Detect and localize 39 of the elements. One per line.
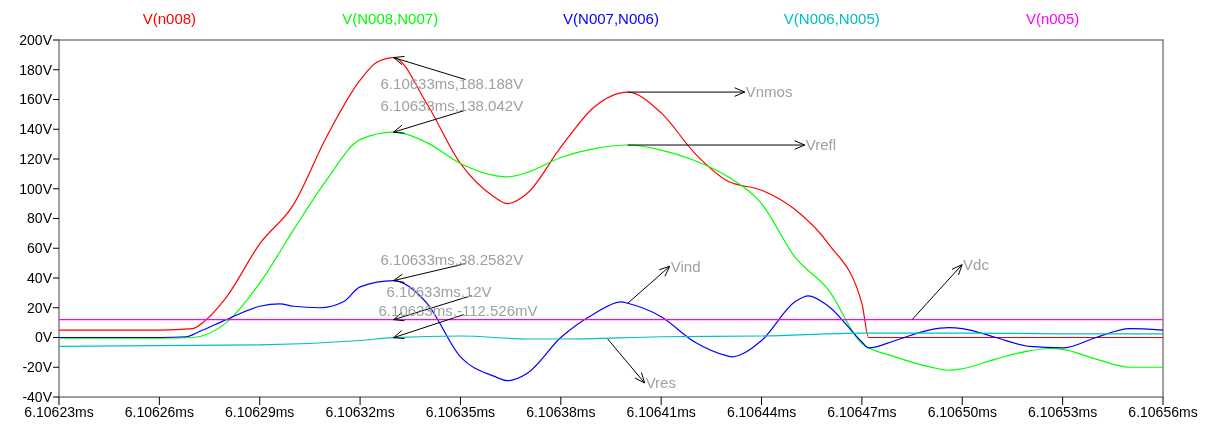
text: V(N006,N005) [783,10,880,27]
y-tick-label: 80V [27,210,53,227]
x-tick-label: 6.10638ms [526,404,596,420]
x-tick-label: 6.10644ms [726,404,797,420]
y-tick-label: 60V [27,240,53,257]
annotation: Vdc [963,255,990,273]
line-series [59,131,1163,371]
x-tick-label: 6.10641ms [626,404,696,420]
y-tick-label: 140V [19,121,53,138]
annotation: Vrefl [805,136,837,154]
annotation: Vres [645,374,676,392]
line-series [59,56,1163,339]
y-tick-label: 0V [34,329,53,346]
x-tick-label: 6.10629ms [225,404,295,420]
text: V(n008) [142,10,197,27]
x-tick-label: 6.10623ms [24,404,94,420]
x-tick-label: 6.10647ms [827,404,897,420]
y-tick-label: 120V [19,150,53,167]
text: V(n005) [1025,10,1080,27]
x-tick-label: 6.10632ms [325,404,395,420]
y-tick-label: 200V [19,31,53,48]
y-tick-label: -20V [22,359,53,376]
annotation: Vnmos [745,83,793,101]
x-tick-label: 6.10656ms [1128,404,1198,420]
x-tick-label: 6.10650ms [927,404,997,420]
annotation: Vind [670,257,701,275]
y-tick-label: 180V [19,61,53,78]
text: V(N007,N006) [563,10,659,27]
y-tick-label: 20V [27,299,53,316]
x-tick-label: 6.10626ms [124,404,194,420]
annotation: 6.10633ms,38.2582V [380,250,524,268]
y-tick-label: 160V [19,91,53,108]
y-tick-label: 100V [19,180,53,197]
x-tick-label: 6.10653ms [1028,404,1098,420]
x-tick-label: 6.10635ms [425,404,496,420]
text: V(N008,N007) [342,10,439,27]
line-series [59,332,1163,348]
y-tick-label: -40V [22,388,53,405]
y-tick-label: 40V [27,269,53,286]
